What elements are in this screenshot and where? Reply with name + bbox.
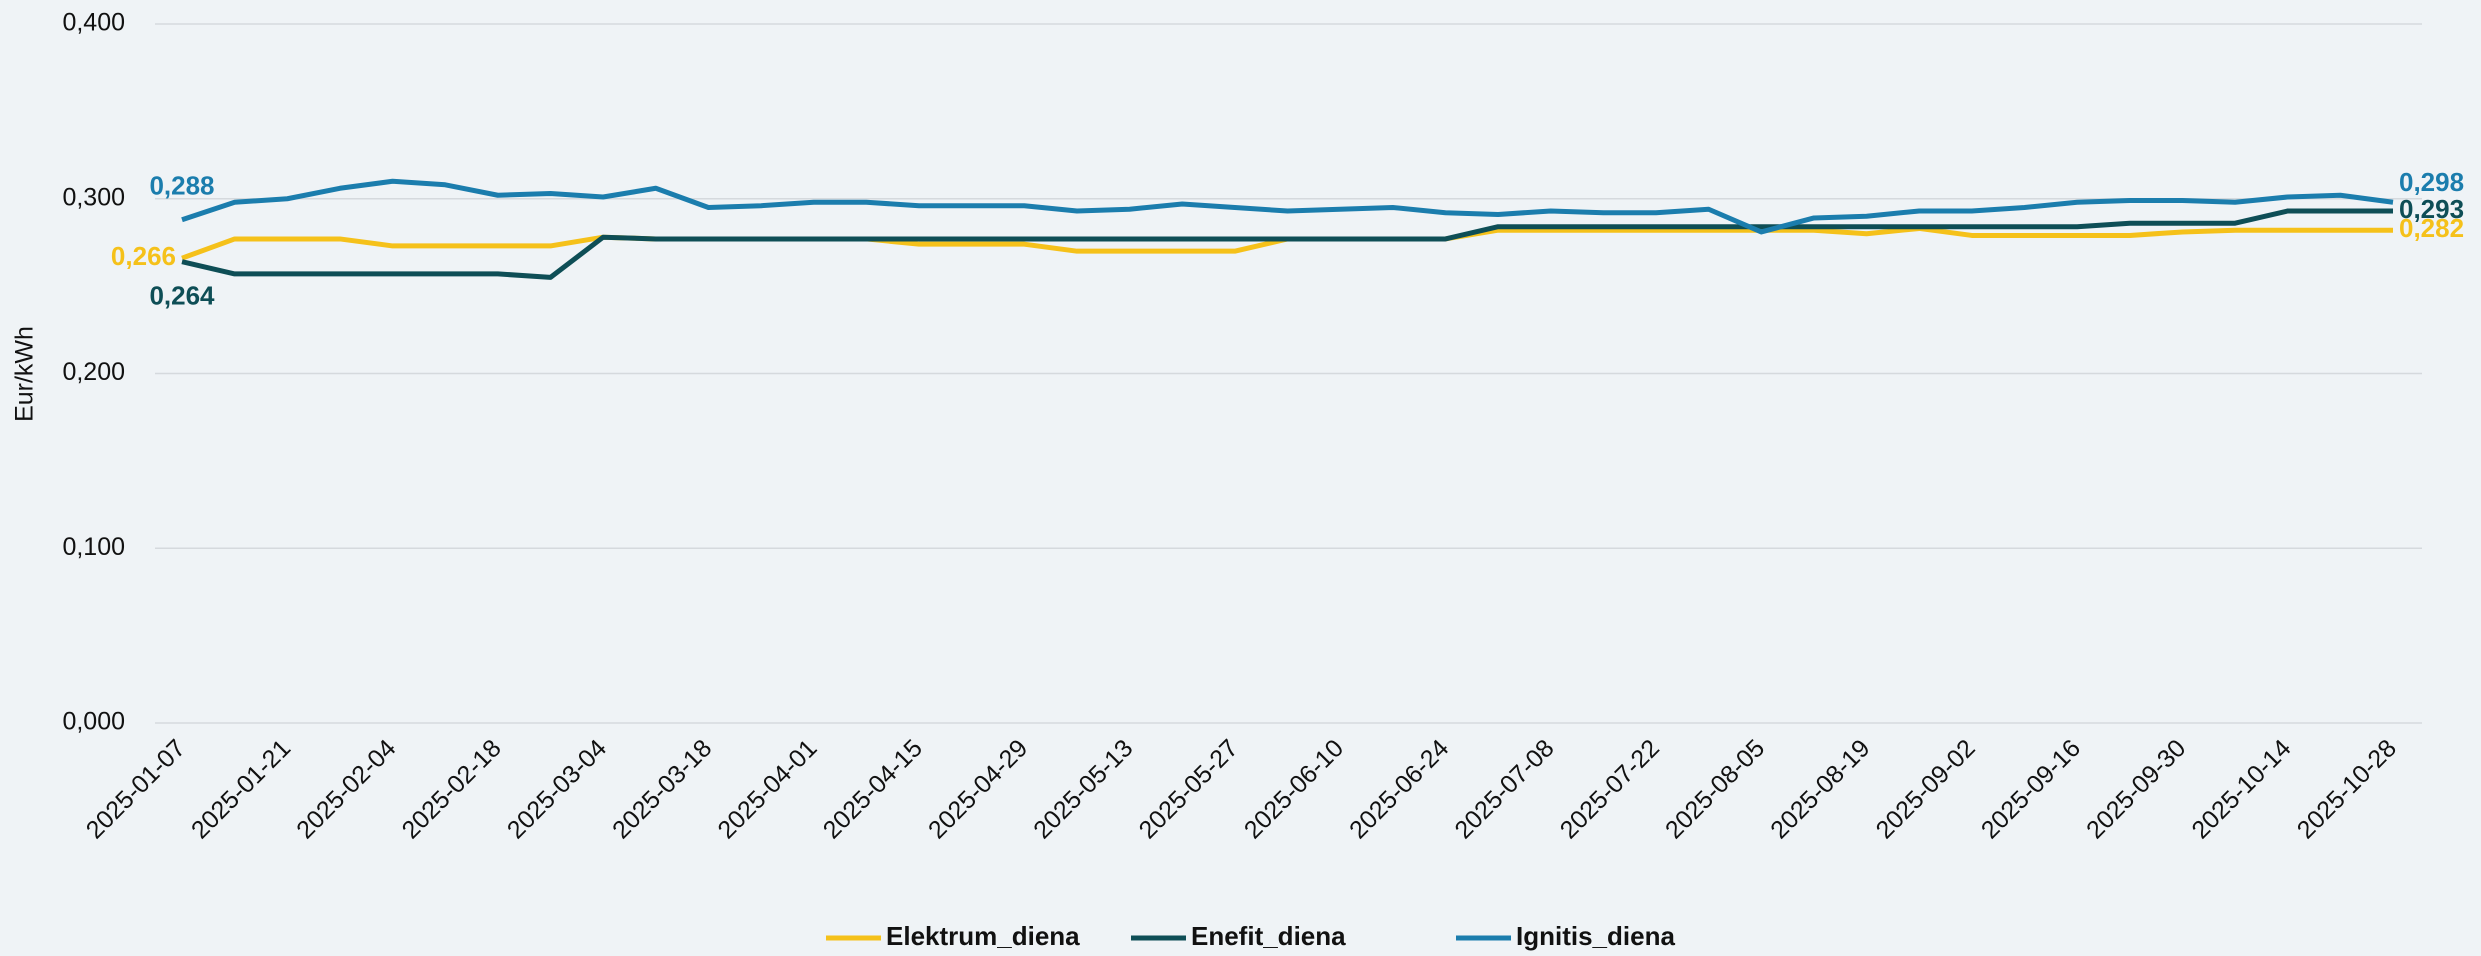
legend-label: Ignitis_diena <box>1516 921 1675 951</box>
y-tick-label: 0,000 <box>62 708 125 736</box>
data-label: 0,288 <box>149 171 214 201</box>
y-tick-label: 0,300 <box>62 183 125 211</box>
data-label: 0,298 <box>2399 167 2464 197</box>
data-label: 0,282 <box>2399 213 2464 243</box>
y-tick-label: 0,400 <box>62 9 125 37</box>
series-line <box>181 208 2393 280</box>
series-line <box>181 178 2394 235</box>
y-axis-label: Eur/kWh <box>11 326 39 422</box>
y-tick-label: 0,200 <box>62 358 125 386</box>
legend-label: Elektrum_diena <box>886 921 1080 951</box>
legend-label: Enefit_diena <box>1191 921 1346 951</box>
data-label: 0,266 <box>111 241 176 271</box>
data-label: 0,264 <box>149 281 215 311</box>
y-tick-label: 0,100 <box>62 533 125 561</box>
data-label: 0,293 <box>2399 194 2464 224</box>
